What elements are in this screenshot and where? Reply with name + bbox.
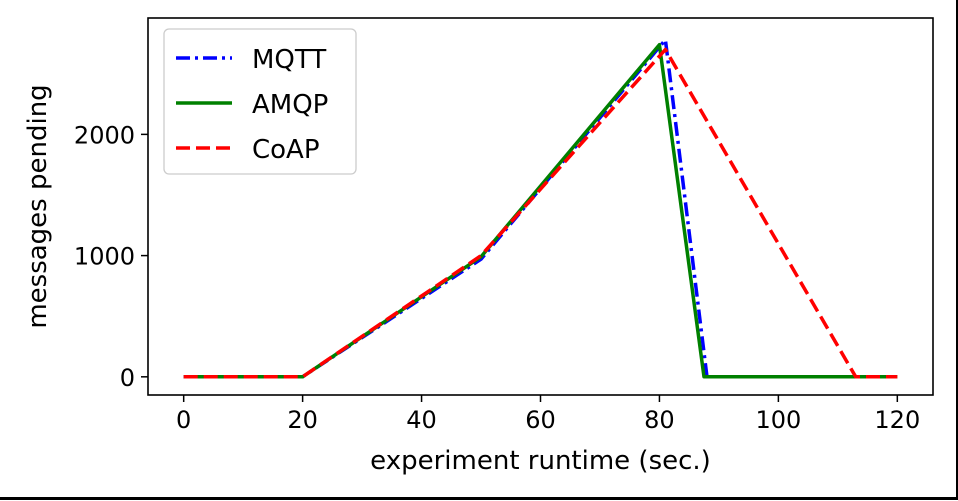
- axis-ticks: 0 20 40 60 80 100 120 0 1000 2000: [74, 121, 920, 434]
- series-line-amqp: [183, 42, 898, 379]
- x-tick-label: 100: [755, 406, 801, 434]
- x-axis-label: experiment runtime (sec.): [370, 446, 711, 476]
- legend-label-amqp: AMQP: [252, 90, 328, 120]
- y-tick-label: 1000: [74, 243, 135, 271]
- x-tick-label: 40: [406, 406, 437, 434]
- x-tick-label: 60: [525, 406, 556, 434]
- legend-label-coap: CoAP: [252, 135, 320, 165]
- x-tick-label: 20: [287, 406, 318, 434]
- legend: MQTT AMQP CoAP: [163, 28, 357, 175]
- x-tick-label: 0: [176, 406, 191, 434]
- x-tick-label: 80: [644, 406, 675, 434]
- legend-label-mqtt: MQTT: [252, 45, 326, 75]
- y-tick-label: 2000: [74, 121, 135, 149]
- y-axis-label: messages pending: [23, 84, 53, 328]
- y-tick-label: 0: [120, 364, 135, 392]
- legend-box: [163, 28, 357, 175]
- x-tick-label: 120: [874, 406, 920, 434]
- series-line-coap: [183, 47, 898, 379]
- plot-layer: [183, 38, 898, 379]
